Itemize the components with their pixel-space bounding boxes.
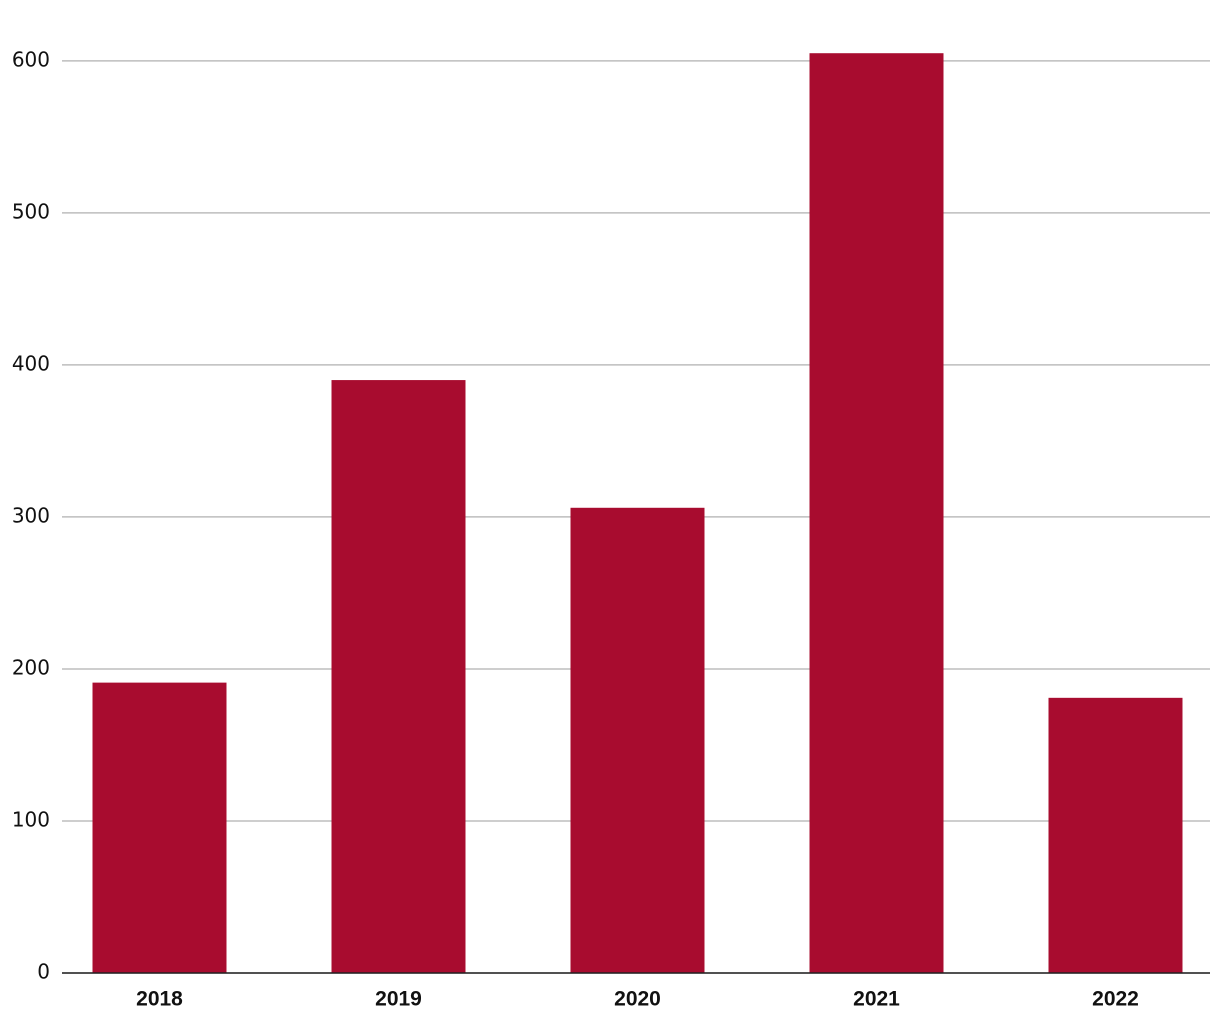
x-tick-label: 2020 (614, 988, 661, 1011)
bar (1048, 697, 1183, 973)
bar (809, 53, 944, 973)
bar (92, 682, 227, 973)
bar (570, 507, 705, 973)
bar (331, 380, 466, 973)
y-tick-label: 200 (12, 655, 50, 679)
y-tick-label: 300 (12, 503, 50, 527)
x-tick-label: 2018 (136, 988, 183, 1011)
x-tick-label: 2019 (375, 988, 422, 1011)
y-tick-label: 500 (12, 199, 50, 223)
x-tick-label: 2022 (1092, 988, 1139, 1011)
y-tick-label: 0 (37, 960, 50, 984)
y-tick-label: 600 (12, 47, 50, 71)
y-tick-label: 100 (12, 807, 50, 831)
y-tick-label: 400 (12, 351, 50, 375)
x-tick-label: 2021 (853, 988, 900, 1011)
